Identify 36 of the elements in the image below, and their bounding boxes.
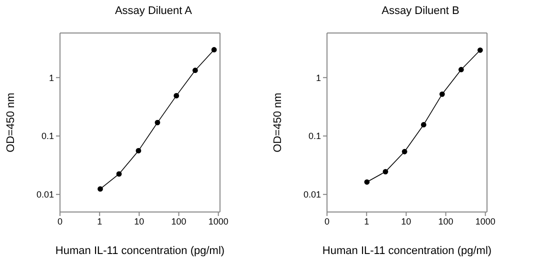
point	[174, 92, 180, 98]
point	[136, 148, 142, 154]
point	[154, 120, 160, 126]
y-tick-label: 1	[316, 72, 321, 83]
point	[458, 66, 464, 72]
chart-title: Assay Diluent A	[114, 4, 194, 19]
x-tick-label: 10	[134, 216, 144, 226]
point	[420, 122, 426, 128]
x-tick-label: 1000	[475, 216, 496, 226]
x-axis-title: Human IL-11 concentration (pg/ml)	[55, 245, 225, 257]
x-tick-label: 100	[171, 216, 186, 226]
point	[98, 186, 103, 192]
point	[382, 168, 388, 174]
x-tick-label: 1	[97, 216, 102, 226]
x-tick-label: 1	[364, 216, 370, 226]
y-tick-label: 0.01	[303, 190, 321, 200]
point	[192, 68, 198, 74]
x-axis-title: Human IL-11 concentration (pg/ml)	[322, 245, 492, 257]
y-tick-label: 0.1	[308, 131, 321, 142]
y-tick-label: 1	[48, 72, 54, 83]
chart-title: Assay Diluent B	[380, 4, 460, 19]
point	[477, 47, 483, 53]
point	[116, 171, 122, 177]
y-axis-title: OD=450 nm	[4, 92, 17, 152]
point	[402, 148, 408, 154]
y-axis-title: OD=450 nm	[272, 92, 284, 152]
x-tick-label: 0	[57, 216, 63, 226]
x-tick-label: 1000	[208, 216, 228, 226]
point	[211, 47, 217, 52]
point	[439, 91, 445, 97]
x-tick-label: 0	[324, 216, 330, 226]
point	[364, 179, 370, 185]
x-tick-label: 100	[438, 216, 454, 226]
y-tick-label: 0.1	[41, 131, 54, 142]
x-tick-label: 10	[401, 216, 412, 226]
y-tick-label: 0.01	[36, 190, 54, 200]
